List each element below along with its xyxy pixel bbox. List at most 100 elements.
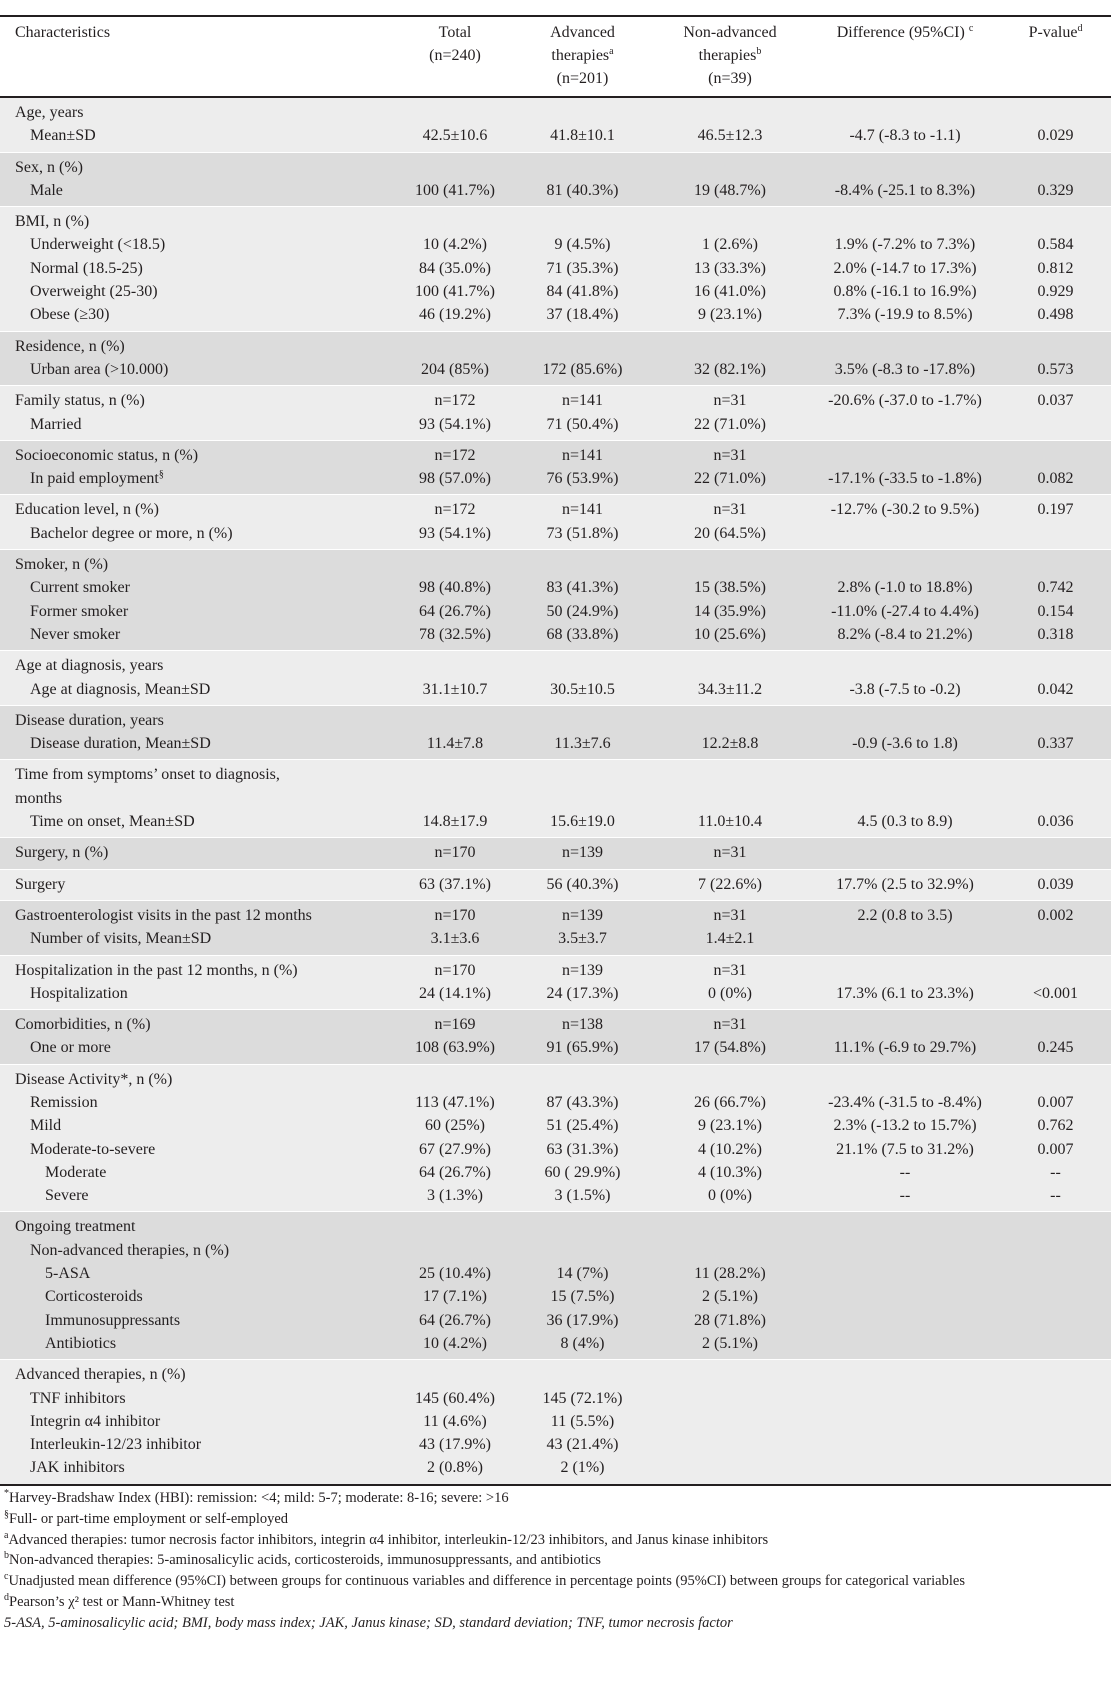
cell-total: 204 (85%) — [421, 360, 489, 378]
table-row: Married 93 (54.1%) 71 (50.4%) 22 (71.0%) — [0, 413, 1111, 441]
row-label: BMI, n (%) — [0, 207, 395, 234]
row-label-text: Socioeconomic status, n (%) — [15, 446, 199, 464]
table-row: Family status, n (%) n=172 n=141 n=31 -20.6%… — [0, 386, 1111, 413]
cell-total: 14.8±17.9 — [422, 813, 488, 831]
cell-non-advanced-therapies: n=31 — [713, 392, 747, 410]
header-line: therapiesa — [515, 44, 650, 67]
cell-non-advanced-therapies: n=31 — [713, 844, 747, 862]
cell-difference-95ci: -- — [899, 1163, 911, 1181]
cell-total: 145 (60.4%) — [415, 1389, 495, 1407]
cell-p-value — [1000, 1456, 1111, 1483]
cell-p-value — [1000, 522, 1111, 550]
row-group: Advanced therapies, n (%) TNF inhibitors 1… — [0, 1359, 1111, 1484]
row-label-text: Family status, n (%) — [15, 392, 145, 410]
cell-difference-95ci — [810, 1212, 1000, 1239]
cell-p-value: 0.029 — [1037, 127, 1074, 145]
row-label-text: Corticosteroids — [45, 1288, 143, 1306]
cell-p-value: 0.812 — [1037, 259, 1074, 277]
row-label: Remission — [0, 1091, 395, 1114]
cell-total: n=170 — [434, 844, 476, 862]
cell-non-advanced-therapies — [650, 705, 810, 732]
table-row: Education level, n (%) n=172 n=141 n=31 -12.… — [0, 495, 1111, 522]
cell-total: 78 (32.5%) — [419, 625, 491, 643]
row-label-text: Antibiotics — [45, 1334, 117, 1352]
cell-advanced-therapies: 73 (51.8%) — [546, 524, 619, 542]
footnote-marker: * — [4, 1488, 9, 1499]
cell-non-advanced-therapies: 4 (10.3%) — [698, 1163, 762, 1181]
cell-difference-95ci — [810, 1262, 1000, 1285]
table-row: Advanced therapies, n (%) — [0, 1360, 1111, 1387]
cell-total: n=170 — [434, 906, 476, 924]
header-text: Non-advanced — [683, 24, 777, 41]
cell-non-advanced-therapies: n=31 — [713, 446, 747, 464]
cell-difference-95ci — [810, 1285, 1000, 1308]
footnote-text: Unadjusted mean difference (95%CI) betwe… — [8, 1573, 965, 1590]
cell-p-value: 0.197 — [1037, 501, 1074, 519]
row-label: months — [0, 787, 395, 810]
header-line: P-valued — [1000, 21, 1111, 44]
table-row: Residence, n (%) — [0, 331, 1111, 358]
row-label-text: Age at diagnosis, years — [15, 657, 164, 675]
cell-p-value — [1000, 1410, 1111, 1433]
cell-non-advanced-therapies: 14 (35.9%) — [694, 602, 766, 620]
row-label-text: Ongoing treatment — [15, 1218, 136, 1236]
row-label-text: Urban area (>10.000) — [30, 360, 169, 378]
table-row: Surgery 63 (37.1%) 56 (40.3%) 7 (22.6%) 17.7… — [0, 869, 1111, 900]
row-label: Interleukin-12/23 inhibitor — [0, 1433, 395, 1456]
cell-difference-95ci — [810, 97, 1000, 124]
row-group: Gastroenterologist visits in the past 12… — [0, 900, 1111, 955]
header-line: Non-advanced — [650, 21, 810, 44]
row-label: Never smoker — [0, 623, 395, 651]
cell-difference-95ci: -4.7 (-8.3 to -1.1) — [849, 127, 961, 145]
cell-difference-95ci — [810, 1387, 1000, 1410]
row-label: Corticosteroids — [0, 1285, 395, 1308]
cell-total: 46 (19.2%) — [419, 306, 491, 324]
row-label-text: JAK inhibitors — [30, 1459, 125, 1477]
cell-advanced-therapies: 30.5±10.5 — [550, 680, 615, 698]
table-row: Corticosteroids 17 (7.1%) 15 (7.5%) 2 (5.1%… — [0, 1285, 1111, 1308]
cell-advanced-therapies: 51 (25.4%) — [546, 1117, 619, 1135]
cell-total — [395, 760, 515, 787]
row-label-text: Current smoker — [30, 579, 130, 597]
cell-non-advanced-therapies — [650, 207, 810, 234]
row-label: Mild — [0, 1114, 395, 1137]
cell-non-advanced-therapies — [650, 787, 810, 810]
cell-difference-95ci — [810, 955, 1000, 982]
cell-difference-95ci: -23.4% (-31.5 to -8.4%) — [828, 1093, 982, 1111]
table-row: Male 100 (41.7%) 81 (40.3%) 19 (48.7%) -8.4%… — [0, 179, 1111, 207]
header-line: Difference (95%CI) c — [810, 21, 1000, 44]
cell-advanced-therapies: 87 (43.3%) — [546, 1093, 619, 1111]
cell-non-advanced-therapies — [650, 1433, 810, 1456]
cell-total: 10 (4.2%) — [423, 1334, 487, 1352]
cell-p-value — [1000, 1332, 1111, 1360]
table-row: Antibiotics 10 (4.2%) 8 (4%) 2 (5.1%) — [0, 1332, 1111, 1360]
cell-p-value: 0.037 — [1037, 392, 1074, 410]
row-label: Normal (18.5-25) — [0, 257, 395, 280]
cell-advanced-therapies: 50 (24.9%) — [546, 602, 619, 620]
cell-difference-95ci — [810, 1064, 1000, 1091]
cell-p-value: 0.318 — [1037, 625, 1074, 643]
row-label-text: Moderate-to-severe — [30, 1140, 156, 1158]
cell-total: n=169 — [434, 1016, 476, 1034]
cell-advanced-therapies: 24 (17.3%) — [546, 984, 619, 1002]
row-label-text: Immunosuppressants — [45, 1311, 181, 1329]
row-group: Age at diagnosis, years Age at diagnosis,… — [0, 650, 1111, 706]
cell-advanced-therapies: 3.5±3.7 — [558, 930, 607, 948]
footnote-marker: b — [4, 1550, 9, 1562]
cell-advanced-therapies: 43 (21.4%) — [546, 1436, 619, 1454]
row-label-text: Time on onset, Mean±SD — [30, 813, 195, 831]
table-row: Disease Activity*, n (%) — [0, 1064, 1111, 1091]
cell-p-value — [1000, 413, 1111, 441]
cell-difference-95ci: 2.3% (-13.2 to 15.7%) — [833, 1117, 977, 1135]
cell-advanced-therapies: 68 (33.8%) — [546, 625, 619, 643]
row-label-text: In paid employment — [30, 470, 159, 488]
table-row: Time on onset, Mean±SD 14.8±17.9 15.6±19.0… — [0, 810, 1111, 838]
cell-total — [395, 550, 515, 577]
cell-p-value — [1000, 152, 1111, 179]
cell-difference-95ci — [810, 522, 1000, 550]
cell-p-value — [1000, 1239, 1111, 1262]
footnote-text: Advanced therapies: tumor necrosis facto… — [8, 1531, 769, 1548]
cell-difference-95ci: -11.0% (-27.4 to 4.4%) — [831, 602, 979, 620]
cell-difference-95ci — [810, 1433, 1000, 1456]
cell-non-advanced-therapies: 19 (48.7%) — [694, 181, 766, 199]
